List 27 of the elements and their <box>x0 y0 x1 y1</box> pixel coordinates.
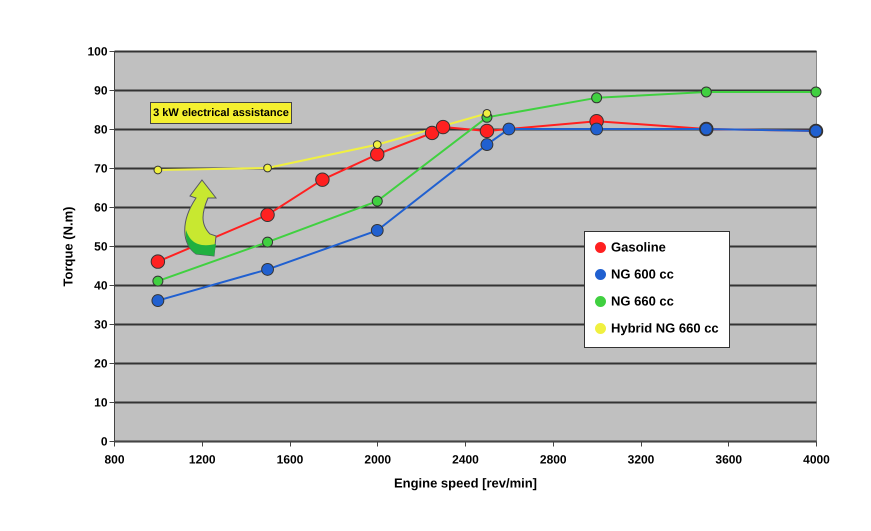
x-tick-label: 1200 <box>188 452 216 466</box>
x-tick-label: 3200 <box>628 452 655 466</box>
x-tick-label: 1600 <box>276 452 304 466</box>
legend-label: NG 600 cc <box>611 266 674 282</box>
legend-label: NG 660 cc <box>611 294 674 308</box>
y-tick-label: 30 <box>94 318 108 332</box>
y-tick-label: 50 <box>94 240 108 254</box>
y-tick-label: 10 <box>94 396 108 410</box>
y-tick-label: 20 <box>94 356 108 370</box>
annotation: 3 kW electrical assistance <box>150 102 292 124</box>
y-axis-title: Torque (N.m) <box>60 206 76 286</box>
x-tick-label: 3600 <box>715 452 742 466</box>
x-tick-label: 800 <box>104 452 125 466</box>
y-tick-label: 0 <box>100 434 108 448</box>
x-tick-label: 2000 <box>364 452 392 466</box>
y-tick-label: 90 <box>94 84 108 98</box>
x-tick-label: 2800 <box>540 452 567 466</box>
y-tick-label: 40 <box>94 278 108 292</box>
y-tick-label: 80 <box>94 122 108 136</box>
x-tick-label: 2400 <box>452 452 480 466</box>
y-tick-label: 70 <box>94 162 108 176</box>
x-tick-label: 4000 <box>803 452 830 466</box>
legend-label: Hybrid NG 660 cc <box>611 320 719 336</box>
legend-label: Gasoline <box>611 240 666 254</box>
y-tick-label: 100 <box>87 44 108 58</box>
x-axis-title: Engine speed [rev/min] <box>394 476 538 490</box>
y-tick-label: 60 <box>94 200 108 214</box>
